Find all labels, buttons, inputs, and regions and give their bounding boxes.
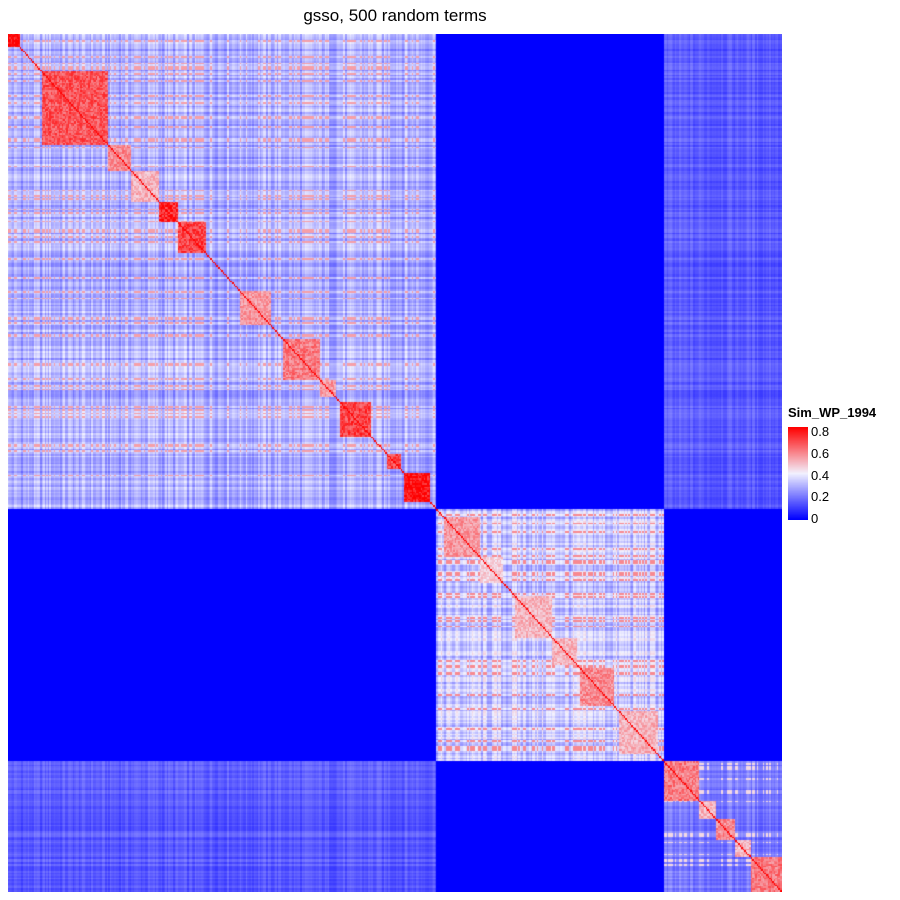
- legend-tick-mark: [808, 432, 812, 434]
- color-legend: Sim_WP_1994 0.8 0.6 0.4 0.2 0: [788, 405, 896, 526]
- legend-tick-label: 0: [811, 511, 819, 526]
- legend-tick-mark: [808, 497, 812, 499]
- legend-tick-label: 0.6: [811, 446, 830, 462]
- similarity-heatmap: [8, 34, 782, 892]
- legend-color-bar: [788, 427, 808, 520]
- legend-tick-mark: [808, 475, 812, 477]
- legend-tick-mark: [808, 519, 812, 520]
- legend-tick-mark: [808, 454, 812, 456]
- legend-tick-label: 0.8: [811, 424, 830, 440]
- legend-title: Sim_WP_1994: [788, 405, 877, 420]
- legend-tick-label: 0.2: [811, 489, 830, 505]
- legend-tick-label: 0.4: [811, 467, 830, 483]
- chart-title: gsso, 500 random terms: [303, 6, 487, 25]
